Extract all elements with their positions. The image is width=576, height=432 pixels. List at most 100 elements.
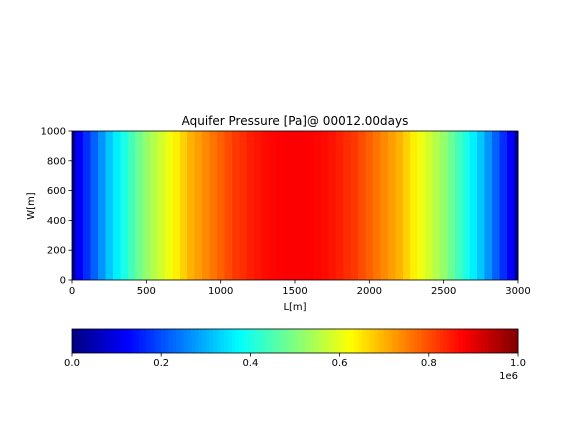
heatmap-cell [306, 131, 315, 280]
y-tick-label: 400 [47, 216, 66, 227]
colorbar-segment [365, 329, 370, 353]
colorbar-segment [436, 329, 441, 353]
heatmap-cell [298, 131, 307, 280]
heatmap-cell [447, 131, 456, 280]
colorbar-segment [124, 329, 129, 353]
heatmap-cell [499, 131, 508, 280]
colorbar-segment [283, 329, 289, 353]
colorbar-segment [164, 329, 170, 353]
x-tick-label: 1000 [208, 286, 233, 297]
heatmap-cell [291, 131, 300, 280]
colorbar-segment [157, 329, 162, 353]
colorbar-tick-label: 0.4 [242, 358, 258, 369]
colorbar-segment [425, 329, 430, 353]
x-tick-label: 1500 [282, 286, 307, 297]
colorbar-segment [406, 329, 411, 353]
heatmap-cell [239, 131, 248, 280]
colorbar-segment [131, 329, 136, 353]
x-tick-label: 500 [137, 286, 156, 297]
colorbar [71, 328, 519, 354]
colorbar-segment [187, 329, 192, 353]
colorbar-segment [343, 329, 348, 353]
heatmap-cell [425, 131, 434, 280]
colorbar-segment [462, 329, 467, 353]
colorbar-segment [417, 329, 422, 353]
heatmap-cell [98, 131, 107, 280]
heatmap-cell [105, 131, 114, 280]
heatmap-cell [276, 131, 285, 280]
heatmap-cell [75, 131, 84, 280]
colorbar-segment [79, 329, 84, 353]
x-tick-label: 2500 [431, 286, 456, 297]
colorbar-segment [198, 329, 203, 353]
colorbar-segment [142, 329, 147, 353]
colorbar-segment [127, 329, 133, 353]
x-axis-label: L[m] [283, 302, 306, 313]
colorbar-segment [112, 329, 118, 353]
heatmap-cell [343, 131, 352, 280]
colorbar-segment [373, 329, 378, 353]
colorbar-segment [213, 329, 218, 353]
y-tick-label: 0 [60, 276, 66, 287]
colorbar-segment [317, 329, 322, 353]
heatmap-cell [112, 131, 121, 280]
colorbar-segment [380, 329, 385, 353]
colorbar-segment [135, 329, 140, 353]
colorbar-segment [413, 329, 419, 353]
x-tick-label: 3000 [505, 286, 530, 297]
heatmap-cell [268, 131, 278, 280]
x-tick-label: 0 [69, 286, 75, 297]
heatmap-cell [365, 131, 374, 280]
colorbar-segment [83, 329, 88, 353]
heatmap-cell [172, 131, 181, 280]
colorbar-segment [477, 329, 482, 353]
heatmap-cell [72, 131, 77, 280]
heatmap-cell [358, 131, 367, 280]
colorbar-segment [339, 329, 344, 353]
heatmap-cell [261, 131, 270, 280]
colorbar-segment [469, 329, 474, 353]
colorbar-segment [324, 329, 330, 353]
colorbar-segment [391, 329, 396, 353]
colorbar-segment [384, 329, 389, 353]
heatmap-cell [187, 131, 196, 280]
heatmap-cell [142, 131, 151, 280]
colorbar-segment [150, 329, 155, 353]
heatmap-cell [224, 131, 233, 280]
colorbar-axis: 0.0 0.2 0.4 0.6 0.8 1.0 [64, 353, 526, 369]
colorbar-frame [71, 328, 519, 354]
colorbar-segment [109, 329, 114, 353]
colorbar-segment [276, 329, 281, 353]
colorbar-segment [458, 329, 463, 353]
colorbar-segment [146, 329, 151, 353]
y-tick-label: 200 [47, 246, 66, 257]
colorbar-segment [161, 329, 166, 353]
heatmap-cell [209, 131, 218, 280]
colorbar-segment [410, 329, 415, 353]
colorbar-segment [235, 329, 240, 353]
colorbar-segment [451, 329, 456, 353]
heatmap-cell [164, 131, 173, 280]
colorbar-segment [421, 329, 426, 353]
colorbar-segment [257, 329, 263, 353]
colorbar-segment [387, 329, 393, 353]
colorbar-segment [335, 329, 341, 353]
colorbar-segment [510, 329, 515, 353]
colorbar-segment [432, 329, 437, 353]
y-tick-label: 800 [47, 156, 66, 167]
heatmap-cell [135, 131, 144, 280]
colorbar-offset-text: 1e6 [499, 371, 518, 382]
colorbar-segment [291, 329, 296, 353]
colorbar-segment [101, 329, 107, 353]
heatmap-cell [506, 131, 515, 280]
colorbar-segment [484, 329, 489, 353]
colorbar-segment [313, 329, 318, 353]
heatmap-cell [462, 131, 471, 280]
colorbar-segment [473, 329, 478, 353]
heatmap-cell [350, 131, 359, 280]
colorbar-segment [443, 329, 448, 353]
y-axis: 0 200 400 600 800 1000 [41, 127, 72, 287]
heatmap-cell [157, 131, 166, 280]
colorbar-segment [220, 329, 225, 353]
